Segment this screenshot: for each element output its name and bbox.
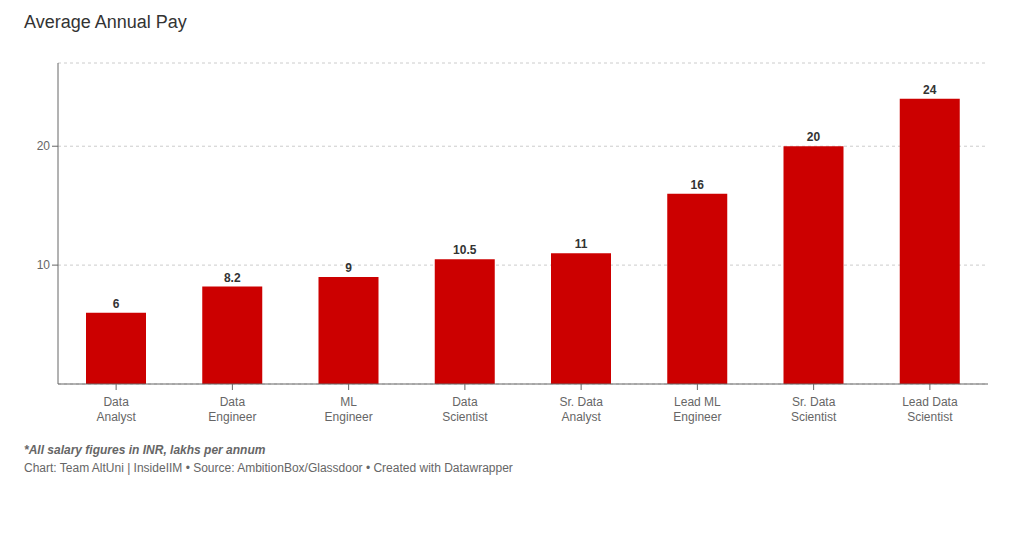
html-text:Chart: Team AltUni | InsideIIM: Chart: Team AltUni | InsideIIM • Source:… [24, 461, 513, 475]
svg-text:6: 6 [113, 297, 120, 311]
svg-text:DataEngineer: DataEngineer [208, 395, 256, 424]
svg-text:8.2: 8.2 [224, 271, 241, 285]
svg-text:DataAnalyst: DataAnalyst [96, 395, 136, 424]
svg-text:9: 9 [345, 261, 352, 275]
svg-text:Sr. DataScientist: Sr. DataScientist [791, 395, 837, 424]
svg-text:20: 20 [807, 130, 821, 144]
svg-text:Lead MLEngineer: Lead MLEngineer [673, 395, 721, 424]
svg-text:20: 20 [37, 139, 51, 153]
svg-text:MLEngineer: MLEngineer [325, 395, 373, 424]
svg-text:Sr. DataAnalyst: Sr. DataAnalyst [559, 395, 603, 424]
svg-text:DataScientist: DataScientist [442, 395, 488, 424]
svg-text:11: 11 [575, 237, 588, 251]
svg-text:10: 10 [37, 258, 51, 272]
html-text:*All salary figures in INR, la: *All salary figures in INR, lakhs per an… [24, 443, 266, 457]
svg-text:16: 16 [691, 178, 705, 192]
svg-text:10.5: 10.5 [453, 243, 477, 257]
svg-text:Lead DataScientist: Lead DataScientist [902, 395, 958, 424]
svg-text:24: 24 [923, 83, 937, 97]
html-text:Average Annual Pay: Average Annual Pay [24, 12, 187, 32]
